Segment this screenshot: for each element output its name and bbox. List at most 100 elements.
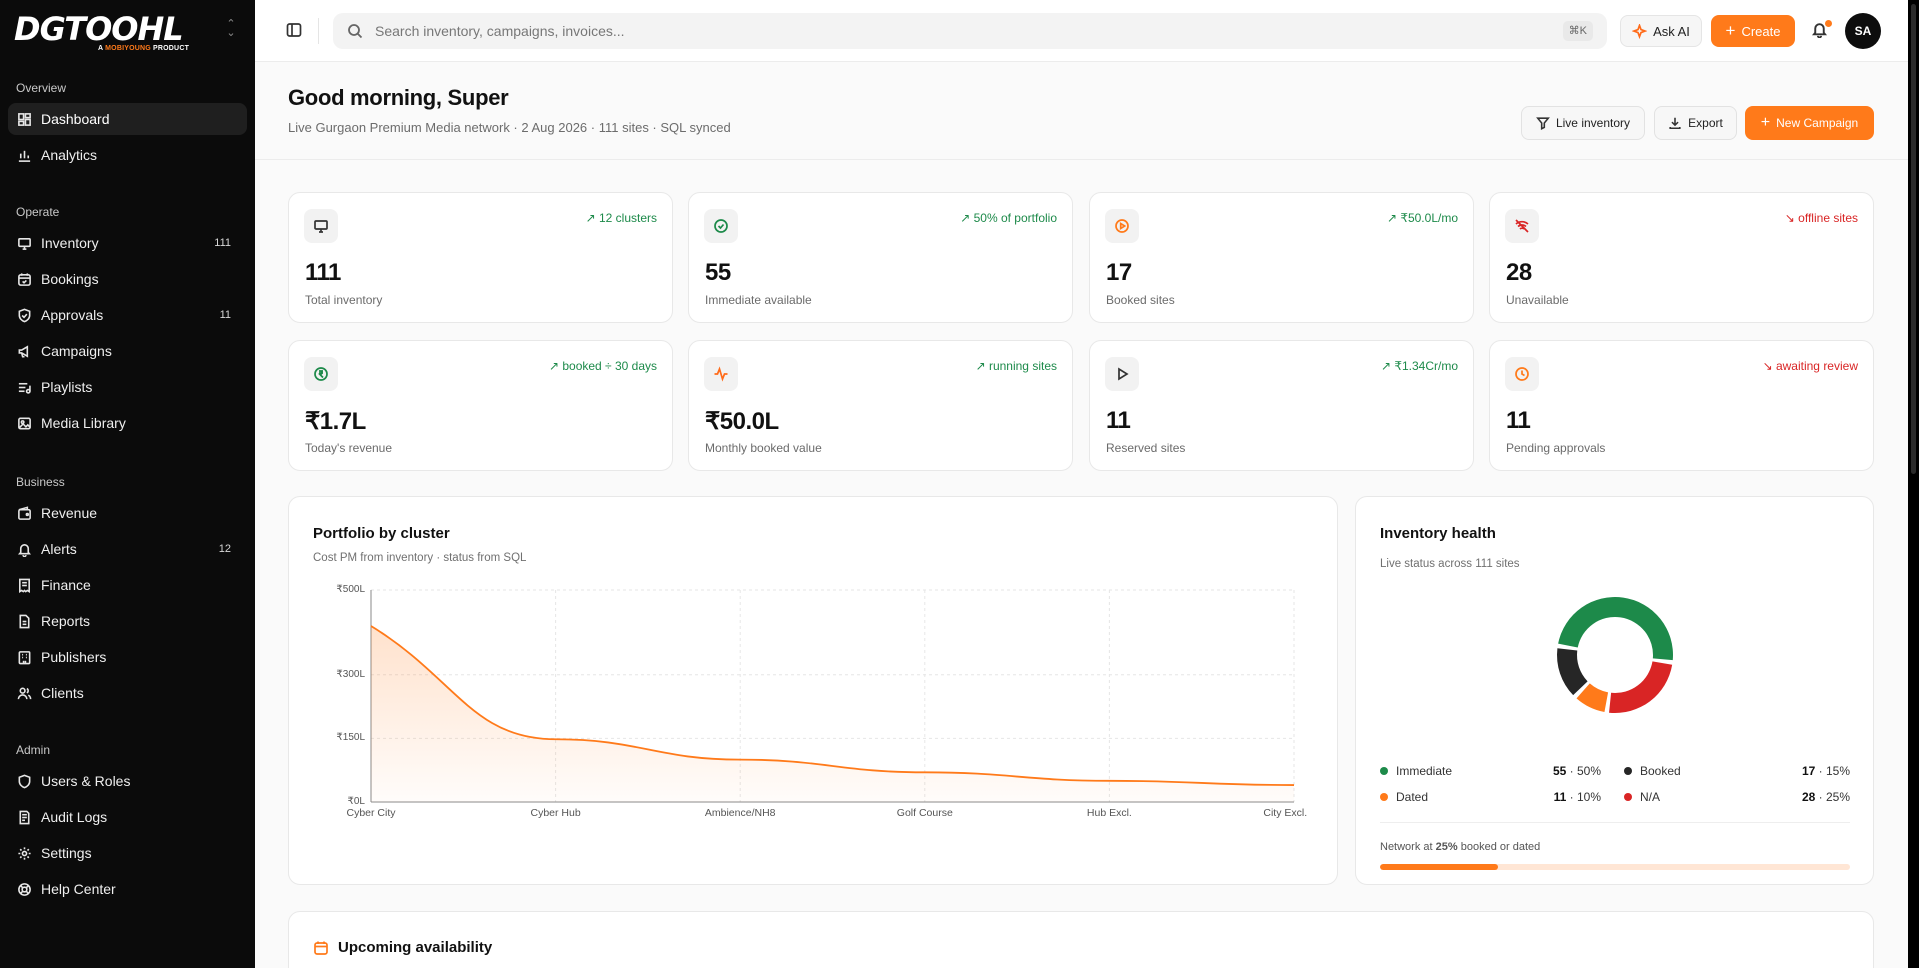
scrollbar-thumb[interactable] — [1911, 4, 1916, 474]
gear-icon — [16, 845, 32, 861]
new-campaign-label: New Campaign — [1776, 116, 1859, 130]
donut-segment-dated[interactable] — [1576, 683, 1609, 713]
donut-segment-na[interactable] — [1609, 661, 1673, 713]
portfolio-area-chart — [370, 589, 1295, 803]
page-title: Good morning, Super — [288, 85, 509, 110]
kpi-value: 55 — [705, 259, 731, 286]
x-tick-label: Cyber Hub — [530, 807, 581, 819]
sidebar-item-campaigns[interactable]: Campaigns — [8, 335, 247, 367]
kpi-value: 11 — [1506, 407, 1531, 434]
kpi-label: Total inventory — [305, 293, 383, 307]
x-tick-label: Golf Course — [896, 807, 953, 819]
sidebar-item-reports[interactable]: Reports — [8, 605, 247, 637]
sidebar-item-finance[interactable]: Finance — [8, 569, 247, 601]
nav-group-label: Business — [16, 475, 65, 489]
export-label: Export — [1688, 116, 1723, 130]
create-button[interactable]: + Create — [1711, 15, 1795, 47]
sidebar-item-label: Approvals — [41, 307, 104, 323]
sidebar-item-audit-logs[interactable]: Audit Logs — [8, 801, 247, 833]
sidebar-item-label: Settings — [41, 845, 92, 861]
page-subtitle: Live Gurgaon Premium Media network · 2 A… — [288, 120, 731, 135]
sidebar-item-label: Playlists — [41, 379, 93, 395]
ask-ai-button[interactable]: Ask AI — [1620, 15, 1702, 47]
inventory-health-card: Inventory health Live status across 111 … — [1355, 496, 1874, 885]
sidebar-item-label: Bookings — [41, 271, 99, 287]
kpi-card[interactable]: ↗ ₹1.34Cr/mo 11 Reserved sites — [1089, 340, 1474, 471]
rupee-circle-icon — [304, 357, 338, 391]
legend-label: Immediate — [1396, 764, 1453, 778]
export-button[interactable]: Export — [1654, 106, 1737, 140]
sidebar-item-dashboard[interactable]: Dashboard — [8, 103, 247, 135]
sidebar-item-bookings[interactable]: Bookings — [8, 263, 247, 295]
sidebar-item-help-center[interactable]: Help Center — [8, 873, 247, 905]
kpi-card[interactable]: ↗ 50% of portfolio 55 Immediate available — [688, 192, 1073, 323]
sidebar-item-label: Finance — [41, 577, 91, 593]
kpi-trend: ↗ booked ÷ 30 days — [548, 359, 657, 373]
search-shortcut-hint: ⌘K — [1562, 21, 1593, 41]
kpi-card[interactable]: ↗ booked ÷ 30 days ₹1.7L Today's revenue — [288, 340, 673, 471]
shield-check-icon — [16, 307, 32, 323]
kpi-trend: ↗ 50% of portfolio — [960, 211, 1057, 225]
donut-segment-booked[interactable] — [1557, 648, 1588, 696]
legend-dot — [1624, 793, 1632, 801]
create-label: Create — [1741, 23, 1781, 39]
sidebar-item-playlists[interactable]: Playlists — [8, 371, 247, 403]
plus-icon: + — [1725, 21, 1736, 40]
sidebar-item-clients[interactable]: Clients — [8, 677, 247, 709]
progress-fill — [1380, 864, 1498, 870]
sidebar-item-settings[interactable]: Settings — [8, 837, 247, 869]
calendar-icon — [16, 271, 32, 287]
sidebar-item-media-library[interactable]: Media Library — [8, 407, 247, 439]
legend-label: N/A — [1640, 790, 1661, 804]
search-bar[interactable]: ⌘K — [333, 13, 1607, 49]
sidebar-item-approvals[interactable]: Approvals 11 — [8, 299, 247, 331]
sidebar-item-label: Alerts — [41, 541, 77, 557]
sidebar-item-publishers[interactable]: Publishers — [8, 641, 247, 673]
kpi-card[interactable]: ↘ offline sites 28 Unavailable — [1489, 192, 1874, 323]
activity-icon — [704, 357, 738, 391]
upcoming-availability-card: Upcoming availability — [288, 911, 1874, 968]
kpi-trend: ↗ running sites — [975, 359, 1057, 373]
monitor-icon — [16, 235, 32, 251]
kpi-value: ₹50.0L — [705, 408, 779, 435]
kpi-card[interactable]: ↗ ₹50.0L/mo 17 Booked sites — [1089, 192, 1474, 323]
new-campaign-button[interactable]: + New Campaign — [1745, 106, 1874, 140]
x-tick-label: Hub Excl. — [1086, 807, 1132, 819]
notifications-bell-icon[interactable] — [1811, 20, 1832, 39]
donut-segment-immediate[interactable] — [1558, 597, 1673, 661]
sidebar-item-revenue[interactable]: Revenue — [8, 497, 247, 529]
sidebar-item-badge: 111 — [214, 237, 231, 249]
y-tick-label: ₹500L — [336, 584, 365, 595]
sidebar-item-analytics[interactable]: Analytics — [8, 139, 247, 171]
y-tick-label: ₹150L — [336, 732, 365, 744]
sidebar-item-inventory[interactable]: Inventory 111 — [8, 227, 247, 259]
user-avatar[interactable]: SA — [1845, 13, 1881, 49]
legend-value: 11 · 10% — [1553, 790, 1601, 804]
search-input[interactable] — [375, 23, 1475, 39]
legend-item: Immediate — [1380, 764, 1452, 778]
live-inventory-button[interactable]: Live inventory — [1521, 106, 1645, 140]
kpi-label: Monthly booked value — [705, 441, 822, 455]
search-icon — [347, 23, 363, 39]
kpi-card[interactable]: ↗ running sites ₹50.0L Monthly booked valu… — [688, 340, 1073, 471]
sidebar-toggle-icon[interactable] — [286, 22, 302, 38]
portfolio-subtitle: Cost PM from inventory · status from SQL — [313, 552, 527, 564]
kpi-card[interactable]: ↘ awaiting review 11 Pending approvals — [1489, 340, 1874, 471]
sidebar-item-label: Users & Roles — [41, 773, 131, 789]
portfolio-chart-card: Portfolio by cluster Cost PM from invent… — [288, 496, 1338, 885]
check-circle-icon — [704, 209, 738, 243]
ask-ai-label: Ask AI — [1653, 23, 1690, 39]
legend-dot — [1624, 767, 1632, 775]
brand-logo[interactable]: DGTOOHL A MOBIYOUNG PRODUCT — [14, 12, 194, 52]
kpi-value: ₹1.7L — [305, 408, 366, 435]
chevron-up-down-icon[interactable]: ⌃ ⌄ — [226, 18, 236, 39]
kpi-card[interactable]: ↗ 12 clusters 111 Total inventory — [288, 192, 673, 323]
sidebar-item-users-roles[interactable]: Users & Roles — [8, 765, 247, 797]
sidebar-item-label: Clients — [41, 685, 84, 701]
legend-label: Dated — [1396, 790, 1429, 804]
page-scrollbar[interactable] — [1908, 0, 1919, 968]
sidebar-item-alerts[interactable]: Alerts 12 — [8, 533, 247, 565]
shield-icon — [16, 773, 32, 789]
area-fill — [371, 626, 1294, 802]
